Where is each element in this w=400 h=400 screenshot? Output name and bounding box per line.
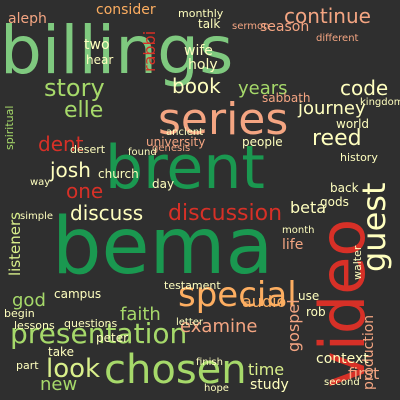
word-talk: talk [198, 17, 221, 31]
word-bema: bema [52, 202, 274, 292]
word-letter: letter [176, 317, 204, 328]
word-study: study [250, 377, 289, 393]
word-examine: examine [180, 316, 258, 337]
word-new: new [40, 374, 78, 395]
word-way: way [30, 177, 51, 188]
word-desert: desert [70, 143, 106, 156]
word-code: code [340, 76, 389, 100]
word-reed: reed [312, 126, 362, 151]
word-life: life [282, 237, 304, 253]
word-spiritual: spiritual [3, 105, 16, 150]
word-testament: testament [164, 279, 221, 292]
word-sabbath: sabbath [262, 91, 311, 105]
word-time: time [248, 360, 285, 379]
word-walter: walter [351, 245, 364, 280]
word-begin: begin [4, 307, 35, 320]
word-simple: simple [20, 211, 54, 222]
word-elle: elle [64, 98, 104, 123]
word-context: context [316, 351, 369, 367]
word-found: found [128, 147, 157, 158]
word-brent: brent [105, 133, 265, 203]
word-one: one [66, 179, 104, 203]
word-gods: gods [320, 195, 349, 209]
word-series: series [158, 94, 289, 145]
word-first: first [348, 364, 380, 383]
word-hear: hear [86, 53, 114, 67]
word-journey: journey [298, 98, 366, 119]
word-continue: continue [284, 4, 371, 28]
word-use: use [298, 289, 320, 303]
word-presentation: presentation [10, 317, 188, 350]
word-holy: holy [188, 57, 218, 73]
word-story: story [44, 74, 105, 102]
word-history: history [340, 151, 378, 164]
word-different: different [316, 33, 359, 44]
word-church: church [98, 167, 139, 181]
word-genesis: genesis [152, 143, 191, 154]
word-rob: rob [306, 305, 326, 319]
word-discussion: discussion [168, 201, 283, 226]
word-book: book [172, 74, 221, 98]
word-consider: consider [96, 2, 156, 18]
word-billings: billings [0, 12, 234, 89]
word-aleph: aleph [8, 11, 47, 27]
word-peter: peter [96, 331, 129, 345]
word-kingdom: kingdom [360, 97, 400, 108]
word-wife: wife [184, 43, 213, 59]
word-season: season [260, 19, 310, 35]
word-ancient: ancient [166, 127, 204, 138]
word-world: world [336, 117, 370, 131]
word-people: people [242, 135, 283, 149]
word-monthly: monthly [178, 7, 224, 20]
word-month: month [282, 225, 315, 236]
word-look: look [46, 354, 101, 384]
word-beta: beta [290, 198, 327, 217]
word-back: back [330, 181, 359, 195]
word-rabbi: rabbi [140, 30, 159, 72]
word-gospel: gospel [284, 299, 303, 352]
word-finish: finish [196, 357, 223, 368]
word-part: part [16, 359, 39, 372]
word-take: take [48, 345, 74, 359]
word-years: years [238, 78, 288, 99]
word-dent: dent [38, 132, 84, 156]
word-questions: questions [64, 317, 118, 330]
word-campus: campus [54, 287, 102, 301]
word-two: two [84, 37, 110, 53]
word-faith: faith [120, 304, 161, 325]
word-hope: hope [204, 383, 229, 394]
word-day: day [152, 177, 175, 191]
word-chosen: chosen [104, 347, 247, 393]
word-lessons: lessons [14, 319, 55, 332]
word-sermon: sermon [232, 21, 270, 32]
word-audio: audio [242, 292, 287, 311]
word-discuss: discuss [70, 201, 144, 225]
word-second: second [324, 377, 360, 388]
word-god: god [12, 290, 46, 311]
word-josh: josh [50, 158, 91, 182]
word-university: university [146, 135, 206, 149]
word-special: special [178, 275, 297, 315]
